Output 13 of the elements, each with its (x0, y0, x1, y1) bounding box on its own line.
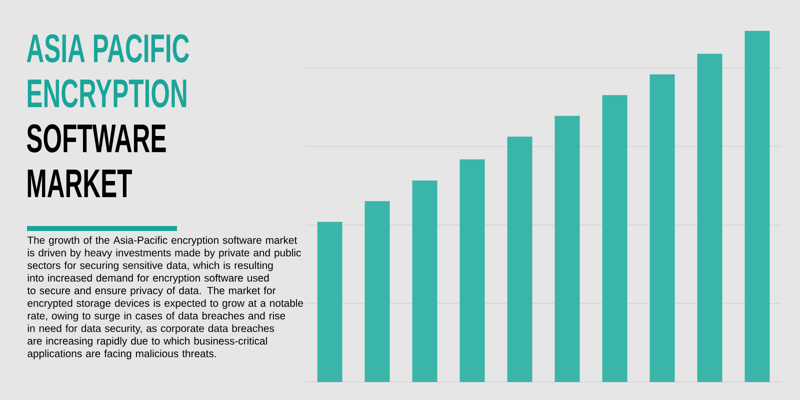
chart-title: ASIA PACIFIC ENCRYPTION (26, 34, 190, 108)
text: SOFTWARE MARKET (26, 124, 166, 198)
bar (412, 180, 438, 382)
text: The growth of the Asia-Pacific encryption software market is driven by heavy investments made by private and public sectors for securing sensitive data, which is resulting into increased demand for encryption software used to secure and ensure privacy of data. The market for encrypted storage devices is expected to grow at a notable rate, owing to surge in cases of data breaches and rise in need for data security, as corporate data breaches are increasing rapidly due to which business-critical applications are facing malicious threats. (27, 236, 304, 360)
bar (602, 95, 628, 382)
bar (554, 116, 580, 382)
bar (364, 201, 390, 382)
bar (697, 54, 722, 382)
bar (507, 136, 532, 382)
bar (650, 74, 675, 382)
bar (317, 222, 342, 382)
bar (460, 159, 485, 382)
bar (744, 30, 770, 382)
